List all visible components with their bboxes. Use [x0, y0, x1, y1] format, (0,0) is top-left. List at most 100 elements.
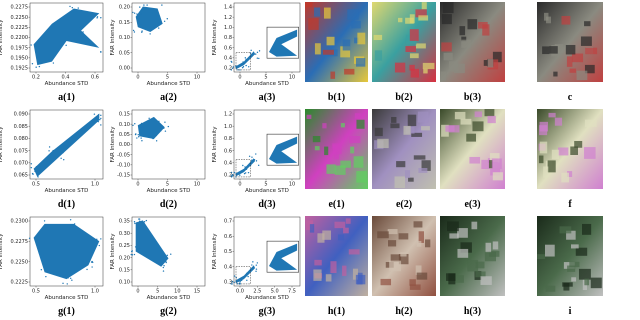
image-texture	[441, 42, 452, 52]
x-tick-label: 5.0	[271, 289, 279, 295]
image-texture	[472, 121, 484, 132]
image-texture	[305, 2, 313, 8]
scatter-dot	[139, 131, 141, 134]
scatter-dot	[134, 246, 137, 248]
y-tick-label: 0.6	[224, 45, 232, 51]
scatter-dot	[69, 273, 71, 276]
scatter-dot	[85, 263, 88, 266]
scatter-dot	[247, 275, 249, 278]
scatter-dot	[233, 171, 236, 174]
y-tick-label: 0.05	[119, 50, 130, 56]
scatter-dot	[230, 175, 233, 177]
x-tick-label: 1.0	[91, 289, 99, 295]
scatter-dot	[91, 260, 93, 263]
scatter-dot	[36, 238, 39, 241]
y-tick-label: 1.0	[224, 25, 232, 31]
image-texture	[409, 284, 421, 290]
y-tick-label: 0.2	[224, 66, 232, 72]
image-texture	[544, 244, 555, 257]
image-texture	[576, 70, 588, 81]
scatter-dot	[134, 123, 136, 125]
scatter-dot	[232, 66, 235, 68]
scatter-dot	[77, 7, 79, 9]
x-tick-label: 10	[194, 75, 200, 81]
panel-label: g(3)	[259, 306, 276, 317]
y-axis-label: FAR Intensity	[212, 126, 218, 163]
image-texture	[478, 21, 488, 29]
image-texture	[330, 261, 337, 274]
image-texture	[474, 111, 483, 118]
scatter-dot	[243, 172, 246, 175]
scatter-dot	[137, 226, 139, 229]
image-texture	[551, 149, 560, 160]
panel-label: b(2)	[395, 92, 412, 103]
y-tick-label: 0.00	[119, 142, 130, 148]
scatter-dot	[150, 135, 152, 138]
panel-label: f	[568, 199, 572, 210]
scatter-dot	[80, 31, 82, 34]
image-texture	[409, 29, 419, 41]
scatter-dot	[166, 18, 168, 20]
image-texture	[374, 127, 383, 137]
image-texture	[411, 132, 423, 137]
image-texture	[584, 119, 597, 127]
image-texture	[574, 140, 583, 148]
image-texture	[448, 125, 460, 133]
scatter-dot	[257, 164, 260, 167]
scatter-dot	[28, 237, 31, 239]
zoom-box	[235, 266, 251, 285]
scatter-dot	[170, 253, 172, 255]
image-texture	[441, 14, 452, 25]
panel-label: d(1)	[58, 199, 75, 210]
image-texture	[394, 62, 406, 73]
panel-label: b(3)	[464, 92, 481, 103]
image-texture	[322, 123, 327, 129]
scatter-dot	[30, 44, 32, 46]
x-tick-label: 10	[194, 182, 200, 188]
scatter-dot	[136, 224, 139, 226]
x-tick-label: 5	[264, 182, 267, 188]
scatter-dot	[239, 69, 241, 71]
image-texture	[416, 272, 428, 280]
y-tick-label: 0.15	[119, 112, 130, 118]
y-tick-label: 0.8	[224, 136, 232, 142]
scatter-dot	[241, 170, 243, 173]
scatter-dot	[250, 49, 252, 52]
image-texture	[571, 53, 584, 63]
scatter-dot	[48, 59, 50, 62]
scatter-dot	[230, 171, 233, 174]
image-texture	[308, 18, 319, 30]
y-axis-label: FAR Intensity	[0, 233, 4, 270]
scatter-dot	[163, 20, 166, 22]
y-axis-label: FAR Intensity	[212, 19, 218, 56]
image-texture	[489, 153, 500, 163]
image-texture	[356, 171, 367, 183]
scatter-dot	[48, 150, 50, 152]
scatter-dot	[97, 120, 100, 123]
scatter-dot	[239, 174, 241, 176]
x-tick-label: 0.4	[62, 75, 70, 81]
x-tick-label: 10	[289, 182, 295, 188]
scatter-dot	[136, 13, 138, 15]
image-texture	[413, 155, 426, 160]
image-texture	[356, 119, 365, 129]
image-texture	[322, 230, 332, 240]
image-texture	[334, 221, 346, 229]
image-texture	[421, 160, 431, 171]
image-texture	[334, 152, 339, 160]
scatter-dot	[149, 33, 151, 35]
y-tick-label: -0.10	[117, 163, 130, 169]
panel-label: g(2)	[160, 306, 177, 317]
image-texture	[571, 277, 577, 282]
inset-cloud	[269, 243, 298, 271]
x-tick-label: 0	[238, 75, 241, 81]
scatter-dot	[137, 134, 139, 136]
y-axis-label: FAR Intensity	[110, 19, 116, 56]
y-tick-label: 0.15	[119, 268, 130, 274]
scatter-dot	[165, 261, 167, 263]
plot-frame	[131, 109, 206, 180]
image-texture	[475, 261, 485, 269]
scatter-dot	[256, 51, 259, 54]
scatter-dot	[153, 26, 156, 28]
scatter-dot	[131, 254, 134, 256]
